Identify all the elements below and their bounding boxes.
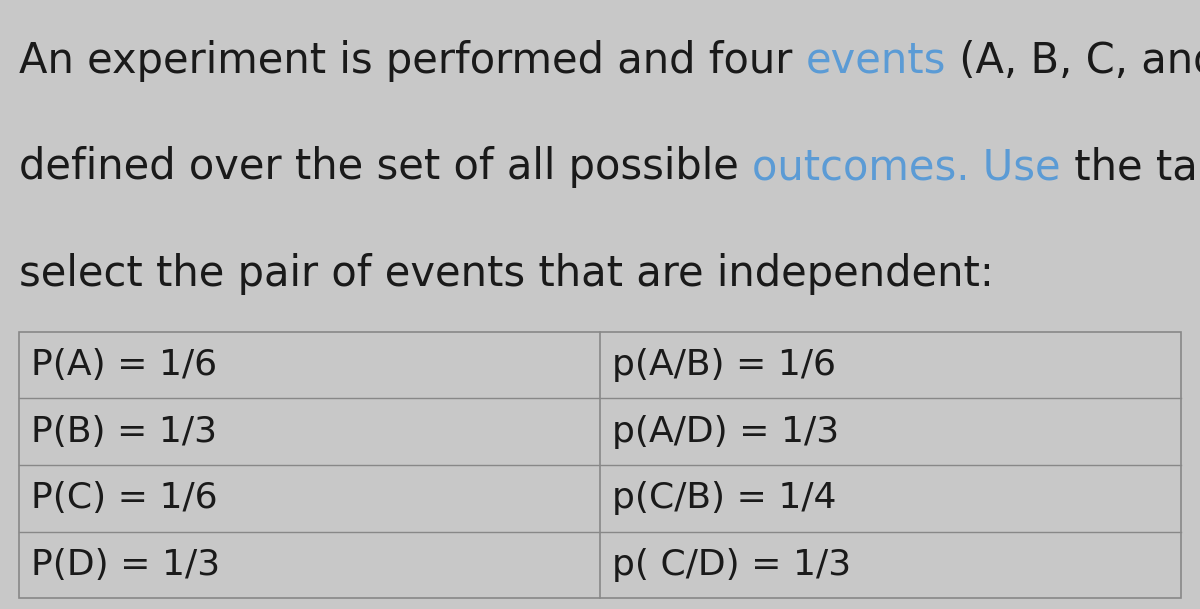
Text: events: events: [806, 40, 947, 82]
Text: outcomes. Use: outcomes. Use: [752, 146, 1061, 188]
Text: P(A) = 1/6: P(A) = 1/6: [31, 348, 217, 382]
Text: defined over the set of all possible: defined over the set of all possible: [19, 146, 752, 188]
Text: p( C/D) = 1/3: p( C/D) = 1/3: [612, 547, 851, 582]
Text: the table below to: the table below to: [1061, 146, 1200, 188]
Text: (A, B, C, and D) are: (A, B, C, and D) are: [946, 40, 1200, 82]
Text: select the pair of events that are independent:: select the pair of events that are indep…: [19, 253, 994, 295]
Text: P(D) = 1/3: P(D) = 1/3: [31, 547, 221, 582]
Text: P(C) = 1/6: P(C) = 1/6: [31, 481, 218, 515]
Text: p(A/D) = 1/3: p(A/D) = 1/3: [612, 415, 839, 449]
Text: p(A/B) = 1/6: p(A/B) = 1/6: [612, 348, 836, 382]
Text: P(B) = 1/3: P(B) = 1/3: [31, 415, 217, 449]
Text: An experiment is performed and four: An experiment is performed and four: [19, 40, 806, 82]
Text: p(C/B) = 1/4: p(C/B) = 1/4: [612, 481, 836, 515]
